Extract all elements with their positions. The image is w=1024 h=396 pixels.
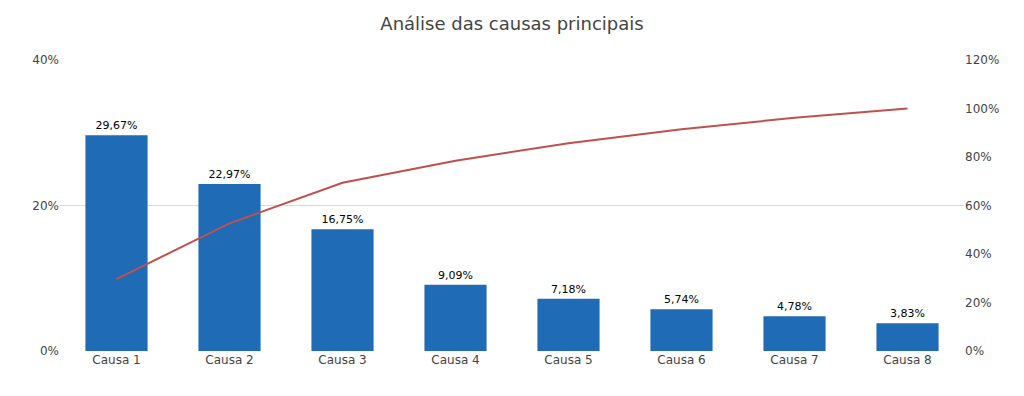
- svg-text:16,75%: 16,75%: [322, 213, 364, 226]
- svg-text:0%: 0%: [965, 344, 984, 358]
- svg-text:120%: 120%: [965, 53, 999, 67]
- svg-text:22,97%: 22,97%: [209, 168, 251, 181]
- svg-text:Causa 5: Causa 5: [544, 353, 592, 367]
- svg-text:100%: 100%: [965, 102, 999, 116]
- svg-text:9,09%: 9,09%: [438, 269, 473, 282]
- svg-text:7,18%: 7,18%: [551, 283, 586, 296]
- svg-text:Causa 4: Causa 4: [431, 353, 479, 367]
- svg-text:4,78%: 4,78%: [777, 300, 812, 313]
- svg-text:Causa 6: Causa 6: [657, 353, 705, 367]
- svg-text:40%: 40%: [32, 53, 59, 67]
- svg-text:40%: 40%: [965, 247, 992, 261]
- svg-text:20%: 20%: [965, 296, 992, 310]
- svg-text:20%: 20%: [32, 199, 59, 213]
- svg-text:60%: 60%: [965, 199, 992, 213]
- svg-text:3,83%: 3,83%: [890, 307, 925, 320]
- svg-text:Causa 1: Causa 1: [92, 353, 140, 367]
- svg-text:5,74%: 5,74%: [664, 293, 699, 306]
- svg-text:0%: 0%: [40, 344, 59, 358]
- svg-text:80%: 80%: [965, 150, 992, 164]
- svg-text:29,67%: 29,67%: [96, 119, 138, 132]
- svg-text:Causa 7: Causa 7: [770, 353, 818, 367]
- svg-text:Causa 8: Causa 8: [883, 353, 931, 367]
- svg-text:Causa 2: Causa 2: [205, 353, 253, 367]
- svg-text:Análise das causas principais: Análise das causas principais: [380, 13, 643, 34]
- svg-text:Causa 3: Causa 3: [318, 353, 366, 367]
